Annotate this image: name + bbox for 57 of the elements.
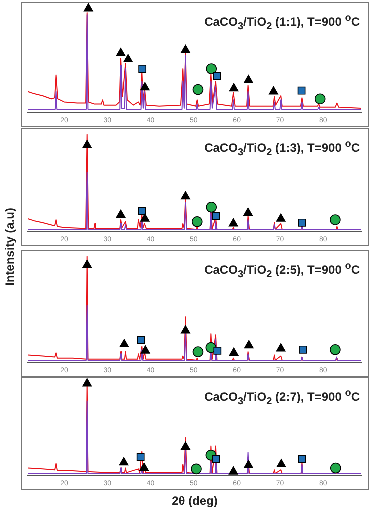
y-axis-title: Intensity (a.u) <box>3 207 17 288</box>
point <box>137 336 146 344</box>
point <box>192 346 204 358</box>
point <box>138 207 146 216</box>
point <box>140 346 150 354</box>
point <box>213 72 222 80</box>
point <box>314 94 326 105</box>
point <box>299 346 308 354</box>
point <box>276 214 286 222</box>
point <box>298 455 306 464</box>
point <box>330 344 341 356</box>
point <box>82 260 92 268</box>
point <box>298 86 306 95</box>
point <box>120 339 130 348</box>
point <box>180 44 190 54</box>
point <box>82 378 92 387</box>
point <box>330 214 341 226</box>
point <box>136 453 145 462</box>
text: CaCO$_{3}$/TiO$_{2}$ (1:1), T=900 $^{o}$C <box>204 13 360 32</box>
point <box>214 347 222 355</box>
point <box>228 466 238 475</box>
point <box>276 343 286 352</box>
point <box>206 64 218 74</box>
point <box>140 462 150 472</box>
point <box>244 340 254 349</box>
point <box>116 48 126 56</box>
point <box>228 218 238 227</box>
text: CaCO$_{3}$/TiO$_{2}$ (2:7), T=900 $^{o}$C <box>204 388 360 408</box>
point <box>119 457 129 466</box>
point <box>276 459 286 468</box>
point <box>229 83 239 92</box>
text: CaCO$_{3}$/TiO$_{2}$ (2:5), T=900 $^{o}$C <box>204 261 360 280</box>
point <box>244 208 254 216</box>
point <box>244 460 254 468</box>
point <box>212 212 220 220</box>
point <box>192 216 203 228</box>
point <box>229 348 239 356</box>
text: CaCO$_{3}$/TiO$_{2}$ (1:3), T=900 $^{o}$C <box>204 139 360 158</box>
point <box>140 82 150 91</box>
point <box>82 140 92 148</box>
point <box>180 442 190 450</box>
point <box>180 191 190 200</box>
point <box>124 54 134 63</box>
point <box>140 214 150 222</box>
point <box>138 65 147 73</box>
point <box>192 84 204 96</box>
point <box>180 325 190 334</box>
point <box>116 210 126 218</box>
point <box>206 202 218 213</box>
point <box>244 75 254 84</box>
x-axis-title: 2θ (deg) <box>171 494 219 508</box>
point <box>330 462 342 474</box>
point <box>191 464 202 475</box>
point <box>298 218 306 227</box>
point <box>212 455 220 464</box>
point <box>84 3 94 12</box>
point <box>269 86 278 95</box>
